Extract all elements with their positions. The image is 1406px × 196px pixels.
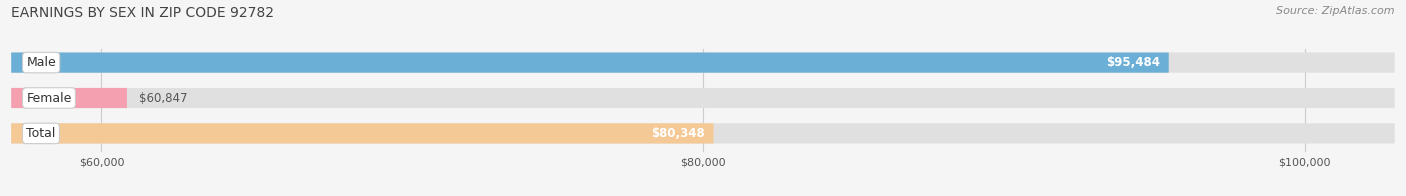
FancyBboxPatch shape [11, 123, 1395, 143]
FancyBboxPatch shape [11, 53, 1395, 73]
Text: $60,847: $60,847 [139, 92, 187, 104]
Text: EARNINGS BY SEX IN ZIP CODE 92782: EARNINGS BY SEX IN ZIP CODE 92782 [11, 6, 274, 20]
FancyBboxPatch shape [11, 123, 713, 143]
Text: $80,348: $80,348 [651, 127, 704, 140]
FancyBboxPatch shape [11, 88, 127, 108]
Text: $95,484: $95,484 [1105, 56, 1160, 69]
Text: Male: Male [27, 56, 56, 69]
FancyBboxPatch shape [11, 53, 1168, 73]
Text: Total: Total [27, 127, 56, 140]
Text: Source: ZipAtlas.com: Source: ZipAtlas.com [1277, 6, 1395, 16]
FancyBboxPatch shape [11, 88, 1395, 108]
Text: Female: Female [27, 92, 72, 104]
